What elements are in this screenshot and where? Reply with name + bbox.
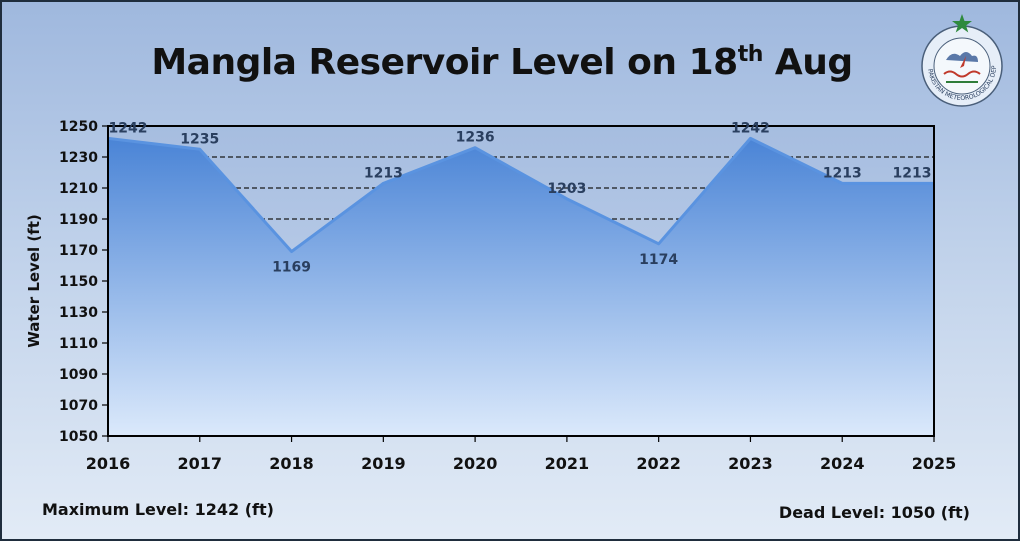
- pmd-logo: PAKISTAN METEOROLOGICAL DEPARTMENT: [916, 12, 1003, 107]
- dead-level-note: Dead Level: 1050 (ft): [778, 503, 970, 522]
- y-tick-label: 1210: [59, 181, 98, 197]
- y-tick-label: 1250: [59, 119, 98, 135]
- y-tick-label: 1190: [59, 212, 98, 228]
- series-line: [107, 136, 934, 254]
- chart-title: Mangla Reservoir Level on 18th Aug: [2, 42, 1002, 83]
- series-area: [108, 138, 934, 436]
- x-tick-label: 2020: [453, 454, 498, 473]
- x-tick-label: 2017: [178, 454, 223, 473]
- data-label: 1169: [272, 260, 311, 276]
- x-tick-label: 2024: [820, 454, 865, 473]
- x-tick-label: 2016: [86, 454, 131, 473]
- x-tick-label: 2019: [361, 454, 406, 473]
- data-label: 1213: [823, 165, 862, 181]
- y-tick-label: 1110: [59, 336, 98, 352]
- data-label: 1213: [893, 165, 932, 181]
- y-tick-label: 1070: [59, 398, 98, 414]
- data-label: 1213: [364, 165, 403, 181]
- data-label: 1203: [547, 181, 586, 197]
- y-axis-title: Water Level (ft): [25, 214, 43, 348]
- y-tick-label: 1050: [59, 429, 98, 445]
- data-label: 1236: [456, 130, 495, 146]
- data-label: 1242: [731, 120, 770, 136]
- y-tick-label: 1130: [59, 305, 98, 321]
- data-label: 1174: [639, 252, 678, 268]
- x-tick-label: 2021: [545, 454, 590, 473]
- x-tick-label: 2025: [912, 454, 957, 473]
- x-tick-label: 2023: [728, 454, 773, 473]
- y-tick-label: 1230: [59, 150, 98, 166]
- x-tick-label: 2018: [269, 454, 314, 473]
- title-tail: Aug: [762, 42, 853, 83]
- y-tick-label: 1150: [59, 274, 98, 290]
- data-label: 1242: [109, 120, 148, 136]
- x-tick-label: 2022: [636, 454, 681, 473]
- data-label: 1235: [180, 131, 219, 147]
- title-superscript: th: [737, 42, 764, 67]
- y-tick-label: 1170: [59, 243, 98, 259]
- y-tick-label: 1090: [59, 367, 98, 383]
- title-main: Mangla Reservoir Level on 18: [151, 42, 738, 83]
- maximum-level-note: Maximum Level: 1242 (ft): [42, 500, 274, 519]
